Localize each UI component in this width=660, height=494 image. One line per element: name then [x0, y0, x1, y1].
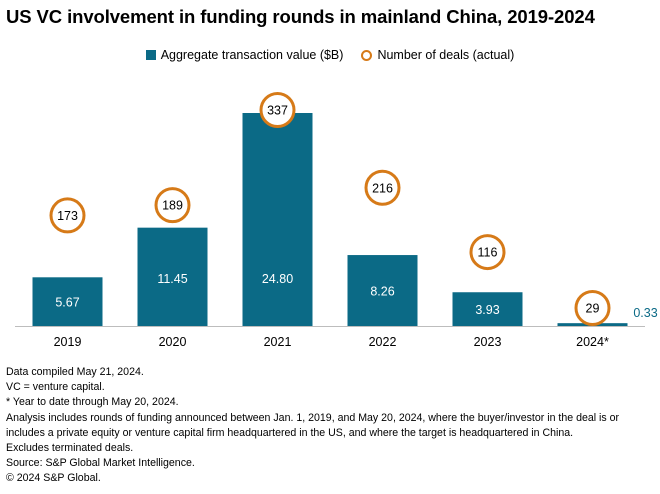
x-tick-label: 2020: [159, 335, 187, 349]
bar-value-label: 24.80: [262, 272, 293, 286]
x-tick-label: 2023: [474, 335, 502, 349]
deal-count-label: 173: [57, 209, 78, 223]
bar-value-label: 0.33: [633, 306, 657, 320]
note-copyright: © 2024 S&P Global.: [6, 472, 101, 485]
deal-count-marker: [469, 234, 506, 271]
deal-count-label: 216: [372, 181, 393, 195]
chart-title: US VC involvement in funding rounds in m…: [6, 6, 595, 27]
note-excludes: Excludes terminated deals.: [6, 442, 134, 455]
bar-2023: [452, 292, 523, 326]
bar-value-label: 8.26: [370, 285, 394, 299]
legend-item-circles: Number of deals (actual): [361, 48, 514, 62]
x-tick-label: 2024*: [576, 335, 609, 349]
note-vc: VC = venture capital.: [6, 381, 105, 394]
deal-count-marker: [574, 290, 611, 326]
bar-2022: [347, 255, 418, 326]
bar-swatch-icon: [145, 50, 156, 60]
deal-count-label: 116: [478, 246, 498, 260]
deal-count-marker: [364, 169, 401, 206]
legend-label-circles: Number of deals (actual): [377, 48, 515, 62]
note-analysis: Analysis includes rounds of funding anno…: [6, 411, 620, 439]
circle-swatch-icon: [361, 49, 373, 61]
bar-value-label: 5.67: [55, 296, 79, 310]
bar-2020: [137, 227, 208, 326]
deal-count-label: 189: [162, 199, 183, 213]
deal-count-label: 29: [586, 302, 600, 316]
x-tick-label: 2019: [54, 335, 82, 349]
deal-count-marker: [259, 92, 296, 128]
note-source: Source: S&P Global Market Intelligence.: [6, 457, 195, 470]
chart-legend: Aggregate transaction value ($B) Number …: [0, 48, 660, 62]
bar-2019: [32, 277, 103, 326]
legend-item-bars: Aggregate transaction value ($B): [145, 48, 344, 62]
legend-label-bars: Aggregate transaction value ($B): [160, 48, 344, 62]
x-tick-label: 2021: [264, 335, 292, 349]
deal-count-marker: [154, 187, 191, 224]
bar-value-label: 3.93: [475, 303, 499, 317]
bar-value-label: 11.45: [157, 272, 187, 286]
deal-count-marker: [49, 197, 86, 234]
bar-2021: [242, 113, 313, 326]
x-tick-label: 2022: [369, 335, 397, 349]
note-ytd: * Year to date through May 20, 2024.: [6, 396, 179, 409]
bar-chart: 5.67 2019 173 11.45 2020 189 24.80 2021 337 8.26 2…: [15, 92, 658, 349]
note-compiled: Data compiled May 21, 2024.: [6, 366, 144, 378]
deal-count-label: 337: [267, 104, 288, 118]
chart-notes: Data compiled May 21, 2024. VC = venture…: [6, 365, 656, 487]
